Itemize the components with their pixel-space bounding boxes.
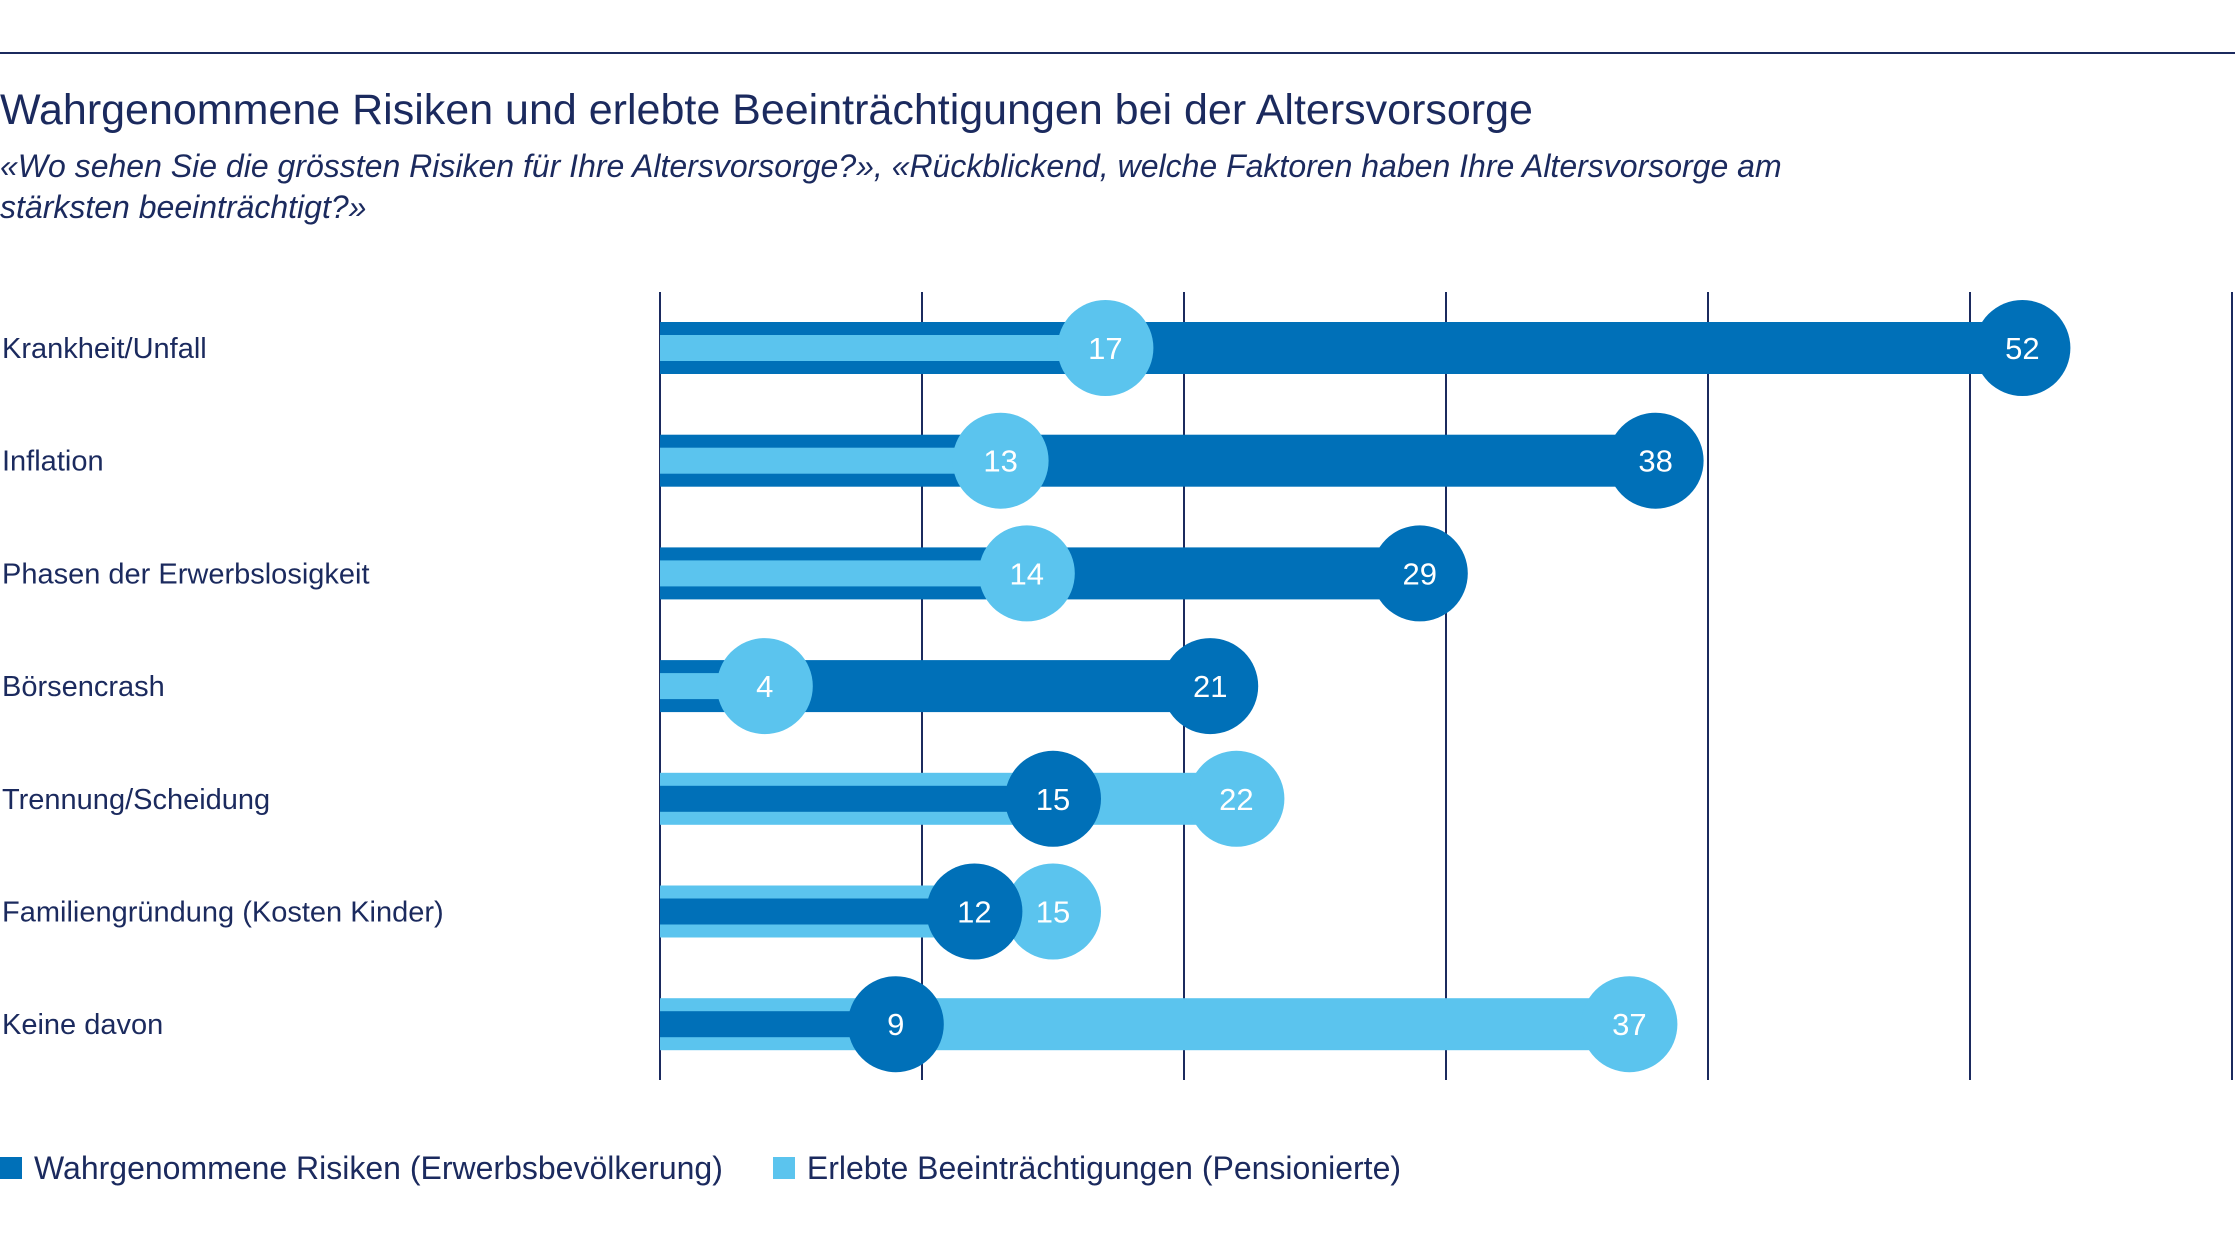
legend: Wahrgenommene Risiken (Erwerbsbevölkerun… [0,1148,1451,1188]
bar-beeintraechtigungen [660,447,1001,474]
bar-beeintraechtigungen [660,560,1027,587]
value-label-risiken: 38 [1638,444,1672,479]
value-label-risiken: 15 [1036,782,1070,817]
value-label-risiken: 12 [957,895,991,930]
value-label-beeintraechtigungen: 13 [983,444,1017,479]
category-label: Phasen der Erwerbslosigkeit [2,558,370,590]
dot-beeintraechtigungen [1581,976,1678,1073]
dot-beeintraechtigungen [1057,300,1154,396]
value-label-beeintraechtigungen: 17 [1088,331,1122,366]
top-rule [0,52,2235,54]
category-label: Keine davon [2,1009,163,1041]
legend-swatch-risiken [0,1157,22,1179]
value-label-beeintraechtigungen: 22 [1219,782,1253,817]
dot-risiken [926,863,1023,960]
dot-risiken [1005,750,1101,847]
value-label-risiken: 52 [2005,331,2039,366]
legend-swatch-beeintraechtigungen [772,1157,795,1179]
category-label: Börsencrash [2,671,165,703]
dot-beeintraechtigungen [952,412,1049,509]
dot-risiken [1162,638,1259,735]
category-label: Krankheit/Unfall [2,333,207,365]
dot-beeintraechtigungen [978,525,1075,622]
value-label-risiken: 9 [887,1007,904,1042]
dot-beeintraechtigungen [1188,750,1285,847]
bar-risiken [660,785,1053,812]
value-label-beeintraechtigungen: 37 [1612,1007,1646,1042]
value-label-risiken: 29 [1403,556,1437,591]
dot-risiken [847,976,944,1073]
chart-subtitle: «Wo sehen Sie die grössten Risiken für I… [0,148,1782,225]
value-label-beeintraechtigungen: 15 [1036,895,1070,930]
dot-risiken [1974,300,2071,396]
category-label: Inflation [2,446,104,478]
bar-beeintraechtigungen [660,335,1106,361]
dot-beeintraechtigungen [716,638,813,735]
value-label-risiken: 21 [1193,669,1227,704]
bar-risiken [660,898,975,925]
legend-item-risiken: Wahrgenommene Risiken (Erwerbsbevölkerun… [0,1150,723,1187]
chart-title: Wahrgenommene Risiken und erlebte Beeint… [0,86,1533,134]
value-label-beeintraechtigungen: 4 [756,669,773,704]
dot-beeintraechtigungen [1005,863,1101,960]
legend-item-beeintraechtigungen: Erlebte Beeinträchtigungen (Pensionierte… [772,1149,1402,1187]
legend-label-beeintraechtigungen: Erlebte Beeinträchtigungen (Pensionierte… [806,1149,1402,1186]
dot-risiken [1607,412,1704,509]
value-label-beeintraechtigungen: 14 [1010,556,1044,591]
legend-label-risiken: Wahrgenommene Risiken (Erwerbsbevölkerun… [34,1149,723,1186]
category-label: Familiengründung (Kosten Kinder) [2,897,444,929]
category-label: Trennung/Scheidung [2,784,270,816]
dot-risiken [1371,525,1468,622]
